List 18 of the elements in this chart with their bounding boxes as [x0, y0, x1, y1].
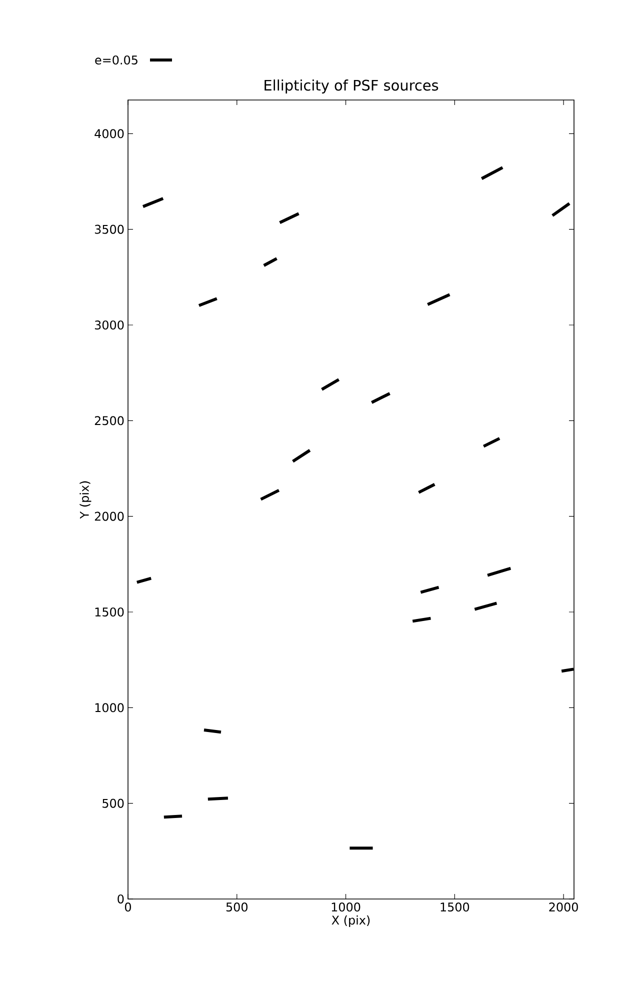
x-axis-title: X (pix) [332, 915, 370, 927]
y-tick-label: 3500 [94, 224, 124, 234]
chart-title: Ellipticity of PSF sources [264, 80, 438, 94]
y-tick-label: 1500 [95, 607, 124, 617]
y-tick-label: 2500 [94, 416, 124, 426]
y-tick-label: 2000 [94, 512, 124, 521]
y-tick-label: 4000 [94, 129, 124, 138]
y-tick-label: 1000 [95, 703, 124, 712]
x-tick-label: 1000 [332, 902, 360, 912]
y-tick-label: 3000 [94, 320, 124, 330]
x-tick-label: 500 [226, 902, 248, 912]
x-tick-label: 1500 [440, 902, 470, 912]
x-tick-label: 0 [124, 902, 132, 912]
y-tick-label: 500 [102, 798, 124, 808]
text: e=0.05 [95, 55, 138, 65]
y-tick-label: 0 [118, 894, 124, 904]
x-tick-label: 2000 [549, 902, 578, 912]
y-axis-title: Y (pix) [80, 481, 92, 519]
